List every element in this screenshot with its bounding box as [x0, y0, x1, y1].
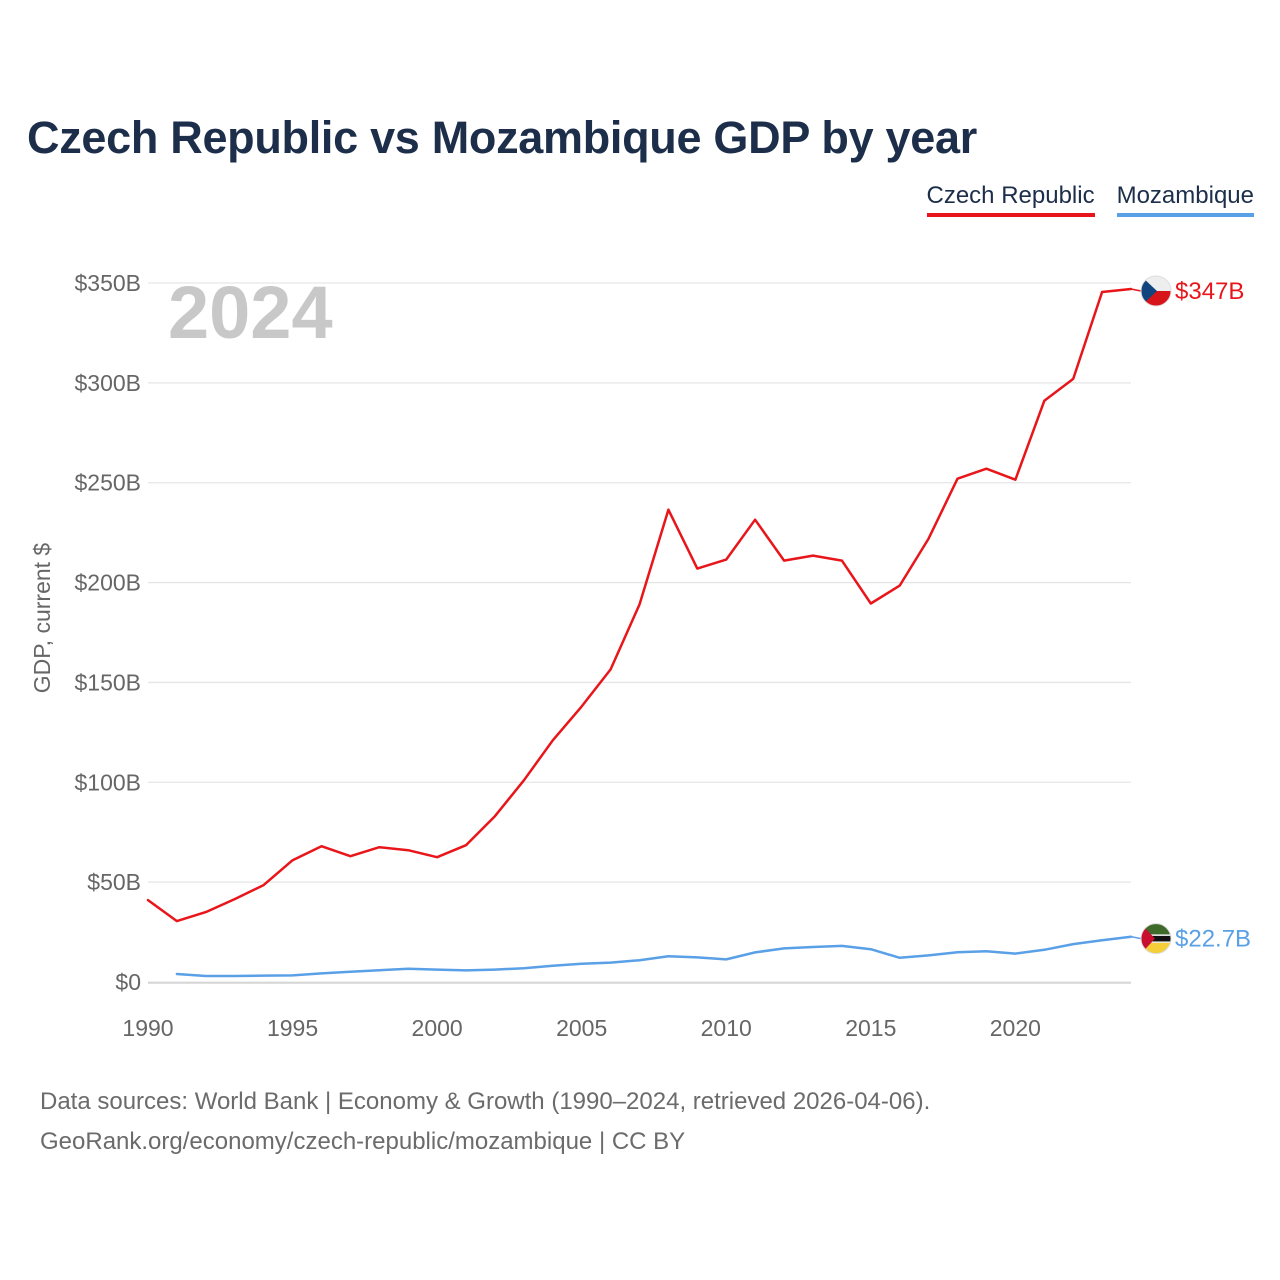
legend-mozambique[interactable]: Mozambique	[1116, 182, 1254, 217]
year-watermark: 2024	[168, 271, 333, 354]
gridlines	[148, 282, 1131, 984]
series-line-mozambique[interactable]	[175, 935, 1133, 978]
y-tick-label: $100B	[74, 769, 141, 795]
y-axis: $0 $50B $100B $150B $200B $250B $300B $350B	[74, 270, 141, 995]
y-tick-label: $150B	[74, 669, 141, 695]
y-tick-label: $300B	[74, 370, 141, 396]
end-connector	[1130, 935, 1142, 940]
end-value-label-mozambique: $22.7B	[1175, 926, 1251, 953]
sources-line-1: Data sources: World Bank | Economy & Gro…	[40, 1088, 931, 1115]
data-sources: Data sources: World Bank | Economy & Gro…	[40, 1082, 930, 1162]
end-connector	[1130, 288, 1142, 292]
end-value-label-czech-republic: $347B	[1175, 278, 1244, 305]
y-tick-label: $200B	[74, 570, 141, 596]
legend-czech-republic[interactable]: Czech Republic	[926, 182, 1095, 217]
x-tick-label: 2010	[701, 1015, 752, 1041]
y-tick-label: $250B	[74, 470, 141, 496]
x-tick-label: 1995	[267, 1015, 318, 1041]
chart-title: Czech Republic vs Mozambique GDP by year	[27, 112, 977, 163]
chart-legend: Czech Republic Mozambique	[926, 182, 1254, 217]
x-tick-label: 2000	[412, 1015, 463, 1041]
x-axis: 1990 1995 2000 2005 2010 2015 2020	[122, 1015, 1041, 1041]
x-tick-label: 2020	[990, 1015, 1041, 1041]
y-tick-label: $350B	[74, 270, 141, 296]
x-tick-label: 1990	[122, 1015, 173, 1041]
x-tick-label: 2005	[556, 1015, 607, 1041]
x-tick-label: 2015	[845, 1015, 896, 1041]
series-line-czech-republic[interactable]	[146, 287, 1133, 923]
y-tick-label: $50B	[87, 869, 141, 895]
end-markers: $347B $22.7B	[1130, 275, 1251, 955]
sources-line-2[interactable]: GeoRank.org/economy/czech-republic/mozam…	[40, 1128, 686, 1155]
czech-republic-flag-icon	[1140, 275, 1172, 307]
mozambique-flag-icon	[1140, 923, 1172, 955]
y-tick-label: $0	[115, 969, 141, 995]
y-axis-label: GDP, current $	[29, 543, 55, 694]
series-lines	[146, 287, 1133, 978]
